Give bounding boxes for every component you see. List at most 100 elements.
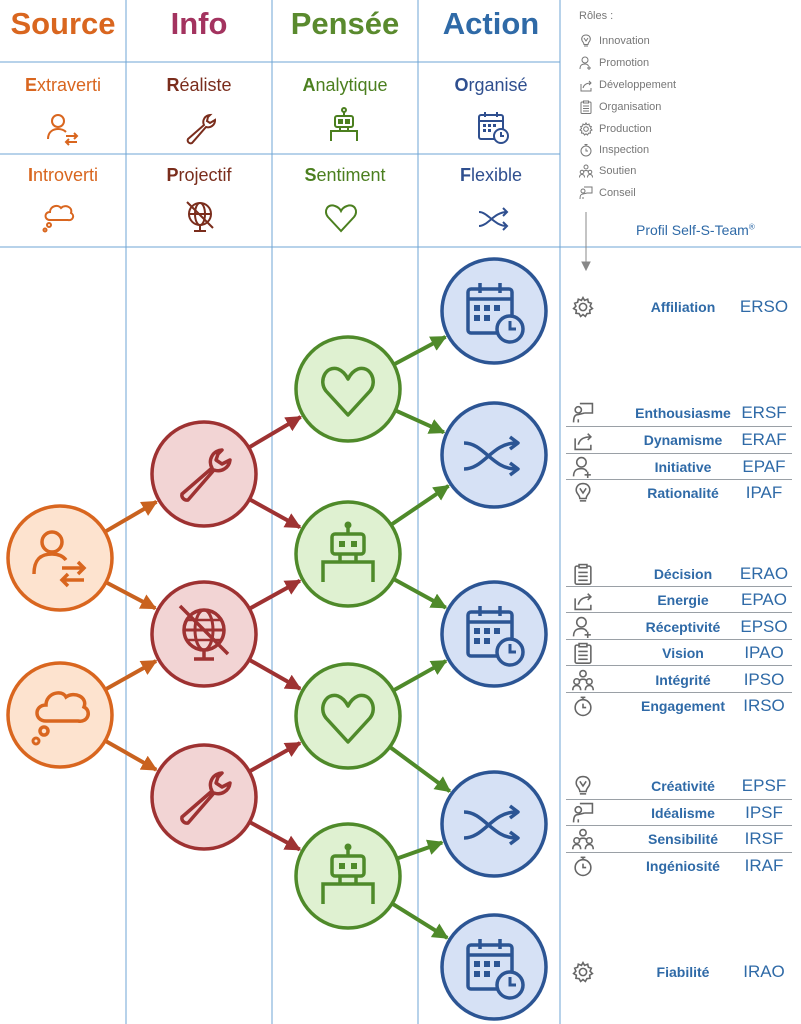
profile-row: Réceptivité EPSO bbox=[566, 614, 792, 640]
flow-arrow bbox=[389, 745, 452, 793]
profile-row: Dynamisme ERAF bbox=[566, 427, 792, 453]
shuffle-icon bbox=[463, 804, 520, 846]
brand-label: Profil Self-S-Team® bbox=[636, 222, 755, 238]
node-action-f1 bbox=[440, 401, 548, 509]
flow-arrow bbox=[248, 415, 303, 449]
trait-flexible: Flexible bbox=[459, 165, 523, 185]
profile-code: IPSO bbox=[743, 670, 785, 689]
profile-name: Intégrité bbox=[655, 672, 711, 688]
profile-name: Affiliation bbox=[650, 299, 716, 315]
person-exchange-icon bbox=[32, 530, 87, 588]
person-plus-icon bbox=[579, 56, 591, 70]
role-label: Promotion bbox=[599, 57, 650, 69]
clipboard-icon bbox=[580, 100, 592, 114]
flow-arrow bbox=[249, 497, 302, 530]
profile-name: Ingéniosité bbox=[646, 858, 720, 874]
clipboard-icon bbox=[574, 642, 592, 664]
profile-name: Fiabilité bbox=[656, 964, 710, 980]
shuffle-icon bbox=[478, 207, 509, 231]
profile-code: IRSO bbox=[743, 696, 785, 715]
robot-icon bbox=[330, 107, 358, 141]
stopwatch-icon bbox=[580, 144, 592, 157]
profile-separator bbox=[566, 586, 792, 587]
profile-row: Décision ERAO bbox=[566, 561, 792, 587]
role-item: Soutien bbox=[579, 164, 636, 178]
wrench-icon bbox=[180, 771, 232, 825]
profile-row: Rationalité IPAF bbox=[566, 480, 792, 506]
profile-name: Rationalité bbox=[647, 485, 719, 501]
flow-arrow bbox=[249, 741, 302, 773]
calendar-clock-icon bbox=[478, 112, 509, 144]
group-icon bbox=[572, 828, 594, 850]
node-action-o3 bbox=[440, 913, 548, 1021]
robot-icon bbox=[321, 843, 375, 904]
node-pensee-a2 bbox=[294, 822, 402, 930]
calendar-clock-icon bbox=[466, 283, 525, 344]
profile-code: ERAF bbox=[741, 430, 787, 449]
role-label: Soutien bbox=[599, 165, 637, 177]
role-label: Inspection bbox=[599, 144, 650, 156]
flow-arrow bbox=[249, 820, 302, 852]
profile-separator bbox=[566, 612, 792, 613]
role-label: Organisation bbox=[599, 101, 662, 113]
profile-code: IRAF bbox=[744, 856, 784, 875]
node-action-o2 bbox=[440, 580, 548, 688]
trait-realiste: Réaliste bbox=[166, 75, 232, 95]
thought-cloud-icon bbox=[31, 691, 90, 746]
profile-row: Créativité EPSF bbox=[566, 773, 792, 799]
flow-arrow bbox=[105, 739, 158, 772]
flow-arrow bbox=[390, 484, 450, 526]
trait-sentiment: Sentiment bbox=[304, 165, 386, 185]
profile-code: IPAF bbox=[745, 483, 783, 502]
lightbulb-icon bbox=[581, 34, 591, 47]
profile-separator bbox=[566, 692, 792, 693]
node-info-r1 bbox=[150, 420, 258, 528]
role-item: Promotion bbox=[579, 56, 649, 70]
profile-separator bbox=[566, 799, 792, 800]
flow-arrow bbox=[104, 499, 158, 534]
heart-icon bbox=[321, 693, 375, 744]
profile-separator bbox=[566, 479, 792, 480]
profile-separator bbox=[566, 852, 792, 853]
profile-code: IRAO bbox=[743, 962, 785, 981]
group-icon bbox=[572, 669, 594, 691]
shuffle-icon bbox=[463, 435, 520, 477]
gear-icon bbox=[579, 122, 593, 136]
trait-organise: Organisé bbox=[454, 75, 528, 95]
profile-name: Idéalisme bbox=[651, 805, 715, 821]
stopwatch-icon bbox=[574, 856, 592, 877]
profile-separator bbox=[566, 453, 792, 454]
globe-crossed-icon bbox=[186, 201, 214, 232]
node-info-p bbox=[150, 580, 258, 688]
lightbulb-icon bbox=[575, 482, 591, 502]
role-item: Développement bbox=[579, 78, 676, 92]
role-item: Conseil bbox=[579, 186, 636, 200]
role-label: Conseil bbox=[599, 187, 636, 199]
profile-name: Réceptivité bbox=[645, 619, 721, 635]
flow-arrow bbox=[393, 577, 448, 610]
person-plus-icon bbox=[572, 456, 591, 478]
role-label: Développement bbox=[599, 79, 677, 91]
role-item: Inspection bbox=[579, 143, 649, 157]
flow-arrow bbox=[105, 659, 158, 691]
person-exchange-icon bbox=[47, 114, 79, 146]
role-item: Organisation bbox=[579, 100, 661, 114]
presenter-icon bbox=[579, 186, 593, 200]
heart-icon bbox=[321, 366, 375, 417]
node-source-i bbox=[6, 661, 114, 769]
thought-cloud-icon bbox=[42, 204, 75, 233]
profile-name: Créativité bbox=[651, 778, 715, 794]
calendar-clock-icon bbox=[466, 939, 525, 1000]
profile-name: Energie bbox=[657, 592, 709, 608]
role-label: Production bbox=[599, 123, 652, 135]
group-icon bbox=[579, 164, 593, 178]
profile-code: EPAF bbox=[742, 457, 786, 476]
profile-name: Engagement bbox=[640, 698, 725, 714]
profile-row: Intégrité IPSO bbox=[566, 667, 792, 693]
gear-icon bbox=[572, 296, 594, 318]
profile-name: Initiative bbox=[654, 459, 712, 475]
profile-code: IPSF bbox=[745, 803, 783, 822]
profile-separator bbox=[566, 825, 792, 826]
node-action-o1 bbox=[440, 257, 548, 365]
